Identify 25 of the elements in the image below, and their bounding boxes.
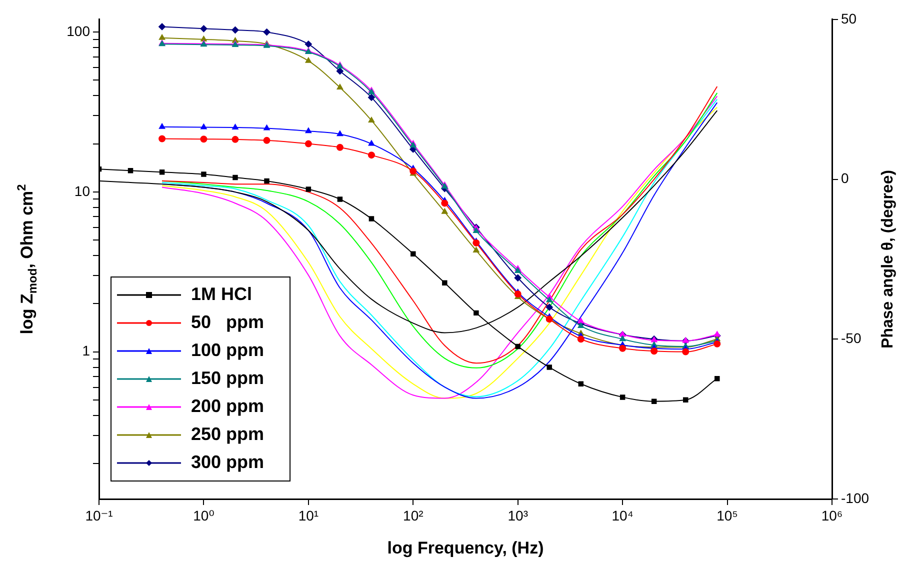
x-tick-label: 10⁶	[821, 507, 843, 524]
x-axis-title: log Frequency, (Hz)	[387, 538, 544, 558]
y2-tick-label: -50	[841, 330, 862, 346]
y2-axis-title: Phase angle θ, (degree)	[879, 170, 896, 348]
legend-label: 300 ppm	[191, 452, 264, 472]
legend-label: 200 ppm	[191, 396, 264, 416]
legend-label: 50 ppm	[191, 312, 264, 332]
y-axis-title: log Zmod, Ohm cm2	[14, 184, 40, 334]
x-tick-label: 10⁻¹	[85, 507, 114, 524]
y2-tick-label: -100	[841, 490, 870, 506]
x-tick-label: 10⁵	[716, 507, 738, 524]
x-tick-label: 10⁴	[612, 507, 634, 524]
x-tick-label: 10²	[403, 507, 424, 524]
y2-tick-label: 0	[841, 170, 849, 186]
legend-label: 1M HCl	[191, 284, 252, 304]
y-tick-label: 10	[74, 182, 90, 199]
x-tick-label: 10¹	[298, 507, 319, 524]
y2-tick-label: 50	[841, 10, 857, 26]
y-tick-label: 100	[66, 22, 90, 39]
legend-label: 100 ppm	[191, 340, 264, 360]
legend-label: 150 ppm	[191, 368, 264, 388]
x-tick-label: 10³	[508, 507, 528, 524]
y-tick-label: 1	[82, 342, 90, 359]
legend-label: 250 ppm	[191, 424, 264, 444]
x-tick-label: 10⁰	[193, 507, 215, 524]
